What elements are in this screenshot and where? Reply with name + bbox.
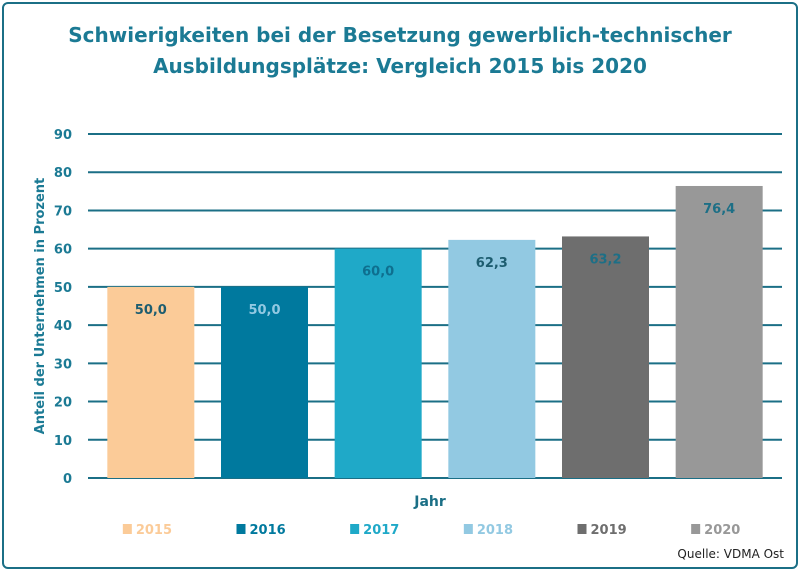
y-tick-label: 0 [63, 472, 72, 487]
x-axis-label: Jahr [413, 494, 446, 510]
y-tick-label: 30 [54, 357, 72, 372]
legend-swatch [122, 524, 132, 534]
legend-entry: 2019 [591, 523, 627, 538]
y-axis-label: Anteil der Unternehmen in Prozent [33, 178, 48, 435]
y-tick-label: 70 [54, 204, 72, 219]
data-label: 50,0 [135, 303, 167, 318]
y-tick-label: 10 [54, 434, 72, 449]
legend-swatch [350, 524, 360, 534]
bar-2020 [675, 185, 763, 478]
legend-swatch [691, 524, 701, 534]
y-tick-label: 20 [54, 396, 72, 411]
chart-title-line2: Ausbildungsplätze: Vergleich 2015 bis 20… [153, 54, 647, 78]
bar-2015 [107, 286, 195, 478]
y-tick-label: 80 [54, 166, 72, 181]
data-label: 76,4 [703, 202, 735, 217]
legend-entry: 2018 [477, 523, 513, 538]
bar-2018 [448, 239, 536, 478]
y-tick-label: 50 [54, 281, 72, 296]
legend-entry: 2020 [704, 523, 740, 538]
data-label: 60,0 [362, 265, 394, 280]
chart-title: Schwierigkeiten bei der Besetzung gewerb… [68, 23, 732, 47]
legend-swatch [463, 524, 473, 534]
legend-entry: 2015 [136, 523, 172, 538]
bar-2017 [334, 248, 422, 478]
bar-2019 [562, 236, 649, 478]
y-tick-label: 40 [54, 319, 72, 334]
data-label: 50,0 [248, 303, 280, 318]
data-label: 62,3 [476, 256, 508, 271]
bar-2016 [221, 286, 308, 478]
y-tick-label: 60 [54, 243, 72, 258]
data-label: 63,2 [589, 252, 621, 267]
source-note: Quelle: VDMA Ost [677, 547, 784, 561]
legend-swatch [236, 524, 246, 534]
y-tick-label: 90 [54, 128, 72, 143]
legend-swatch [577, 524, 587, 534]
legend-entry: 2017 [363, 523, 399, 538]
legend-entry: 2016 [250, 523, 286, 538]
